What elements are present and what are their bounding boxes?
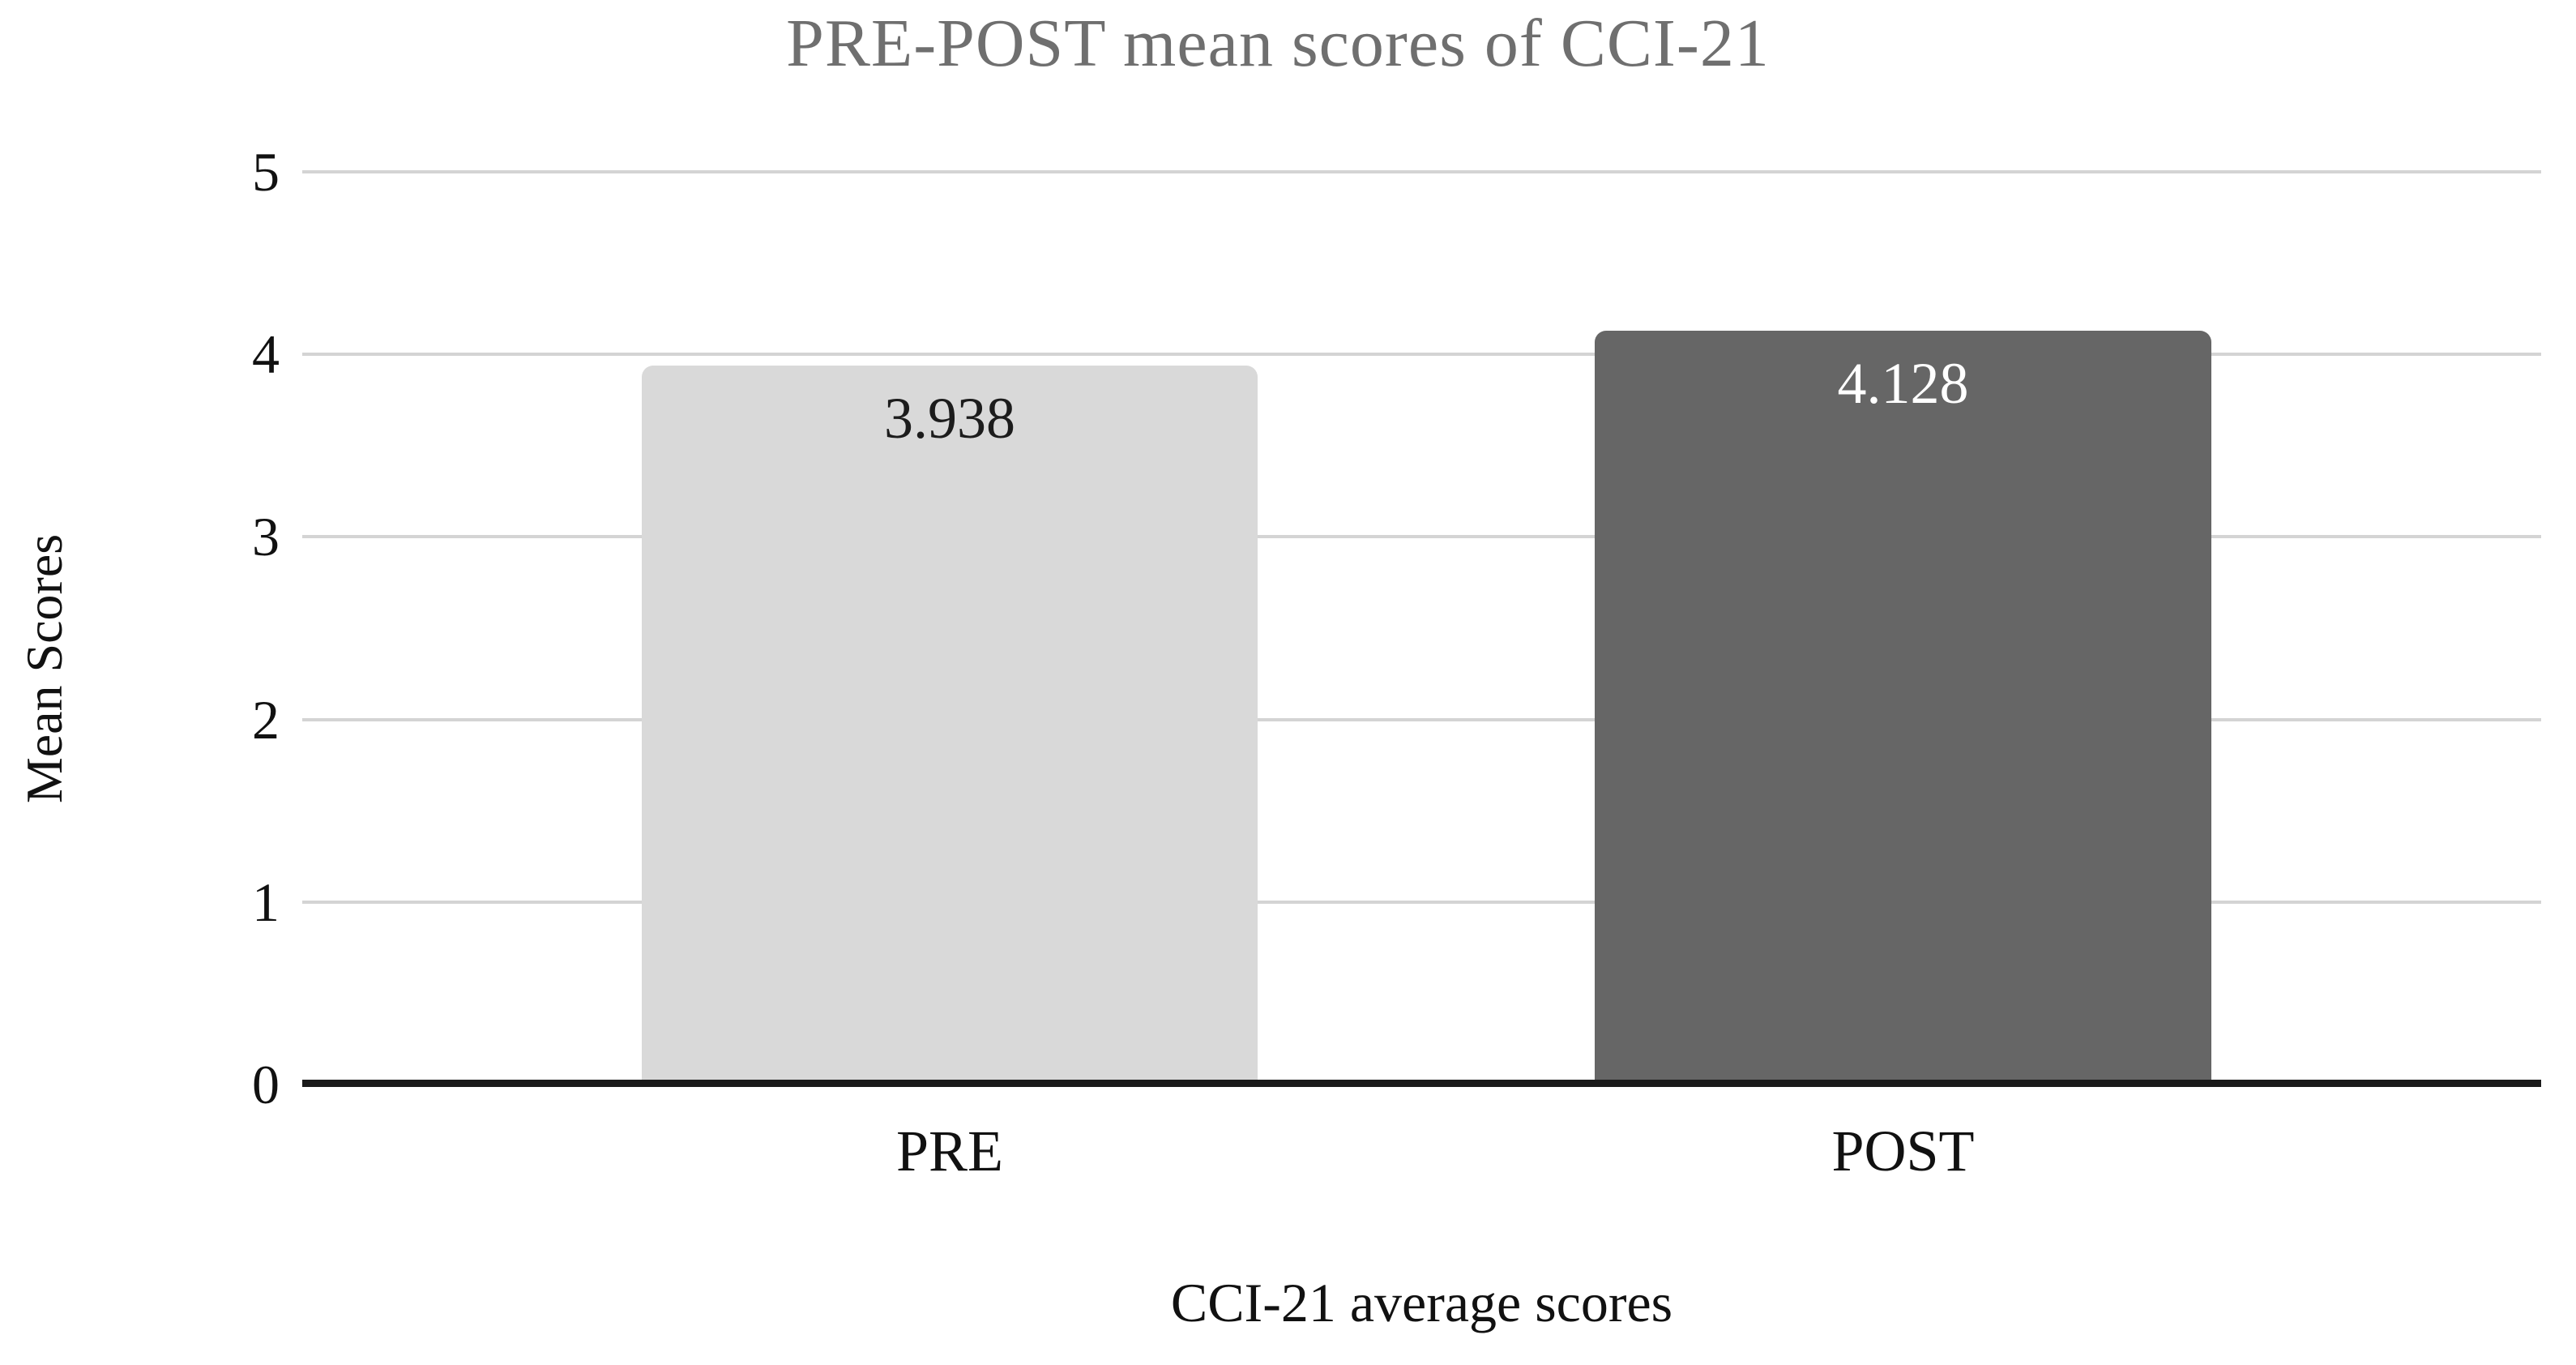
bar-post: 4.128 [1595,331,2211,1085]
y-tick-label-2: 2 [252,688,280,751]
category-label-pre: PRE [895,1119,1004,1183]
x-axis-line [302,1080,2541,1087]
gridline-y2 [302,717,2541,721]
chart-title: PRE-POST mean scores of CCI-21 [786,6,1770,81]
bar-pre: 3.938 [642,366,1258,1085]
gridline-y4 [302,353,2541,357]
y-tick-label-1: 1 [252,871,280,933]
x-axis-title: CCI-21 average scores [1170,1272,1673,1333]
category-label-post: POST [1831,1119,1975,1183]
gridline-y5 [302,170,2541,173]
gridline-y1 [302,900,2541,904]
gridline-y3 [302,535,2541,539]
bar-value-label-post: 4.128 [1837,351,1969,417]
y-tick-label-3: 3 [252,506,280,568]
y-tick-label-4: 4 [252,323,280,386]
bar-value-label-pre: 3.938 [884,386,1015,451]
y-tick-label-5: 5 [252,141,280,203]
y-tick-label-0: 0 [252,1054,280,1115]
